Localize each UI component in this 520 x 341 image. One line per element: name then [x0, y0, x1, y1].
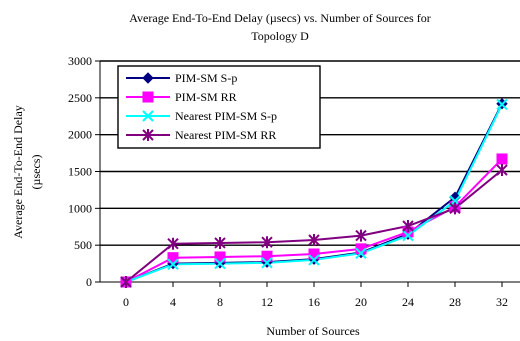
data-point — [261, 257, 273, 269]
y-axis-label-line2: (µsecs) — [29, 155, 43, 190]
y-axis-label-line1: Average End-To-End Delay — [11, 105, 25, 239]
x-tick-label: 28 — [449, 295, 461, 309]
y-tick-label: 0 — [86, 275, 92, 289]
chart-title-line2: Topology D — [251, 29, 309, 43]
x-tick-label: 32 — [496, 295, 508, 309]
data-point — [120, 276, 132, 288]
data-point — [261, 250, 273, 262]
data-point — [402, 220, 414, 233]
y-tick-label: 2000 — [68, 128, 92, 142]
data-point — [355, 247, 367, 259]
plot-area: 0 500 1000 1500 2000 2500 3000 0 4 8 12 16 20 24 28 32 — [68, 54, 520, 309]
data-point — [402, 229, 414, 242]
data-point — [355, 229, 367, 242]
x-tick-label: 8 — [217, 295, 223, 309]
y-tick-label: 500 — [74, 238, 92, 252]
data-point — [496, 164, 508, 177]
x-tick-label: 16 — [308, 295, 320, 309]
data-point — [167, 258, 179, 271]
x-tick-label: 20 — [355, 295, 367, 309]
legend-label: PIM-SM RR — [175, 90, 237, 104]
data-point — [449, 202, 461, 215]
data-point — [214, 257, 226, 270]
legend-marker — [142, 91, 154, 103]
legend-marker — [142, 110, 154, 122]
y-tick-label: 2500 — [68, 91, 92, 105]
x-tick-label: 24 — [402, 295, 414, 309]
legend-marker — [142, 129, 154, 141]
y-tick-label: 1500 — [68, 165, 92, 179]
x-tick-label: 0 — [123, 295, 129, 309]
x-tick-label: 4 — [170, 295, 176, 309]
series-line — [125, 169, 503, 283]
data-point — [496, 98, 508, 111]
x-axis-label: Number of Sources — [266, 324, 360, 338]
data-point — [308, 254, 320, 266]
legend-label: PIM-SM S-p — [175, 71, 237, 85]
chart-title-line1: Average End-To-End Delay (µsecs) vs. Num… — [129, 11, 430, 25]
y-tick-label: 1000 — [68, 201, 92, 215]
data-point — [214, 236, 226, 249]
x-tick-label: 12 — [261, 295, 273, 309]
legend-marker — [142, 72, 154, 84]
data-point — [214, 251, 226, 263]
y-tick-label: 3000 — [68, 54, 92, 68]
data-point — [308, 234, 320, 247]
legend-label: Nearest PIM-SM RR — [175, 128, 276, 142]
data-point — [167, 252, 179, 264]
legend-label: Nearest PIM-SM S-p — [175, 109, 277, 123]
legend: PIM-SM S-p PIM-SM RR Nearest PIM-SM S-p Nea… — [117, 65, 321, 149]
data-point — [167, 237, 179, 250]
data-point — [496, 153, 508, 165]
data-point — [261, 236, 273, 249]
